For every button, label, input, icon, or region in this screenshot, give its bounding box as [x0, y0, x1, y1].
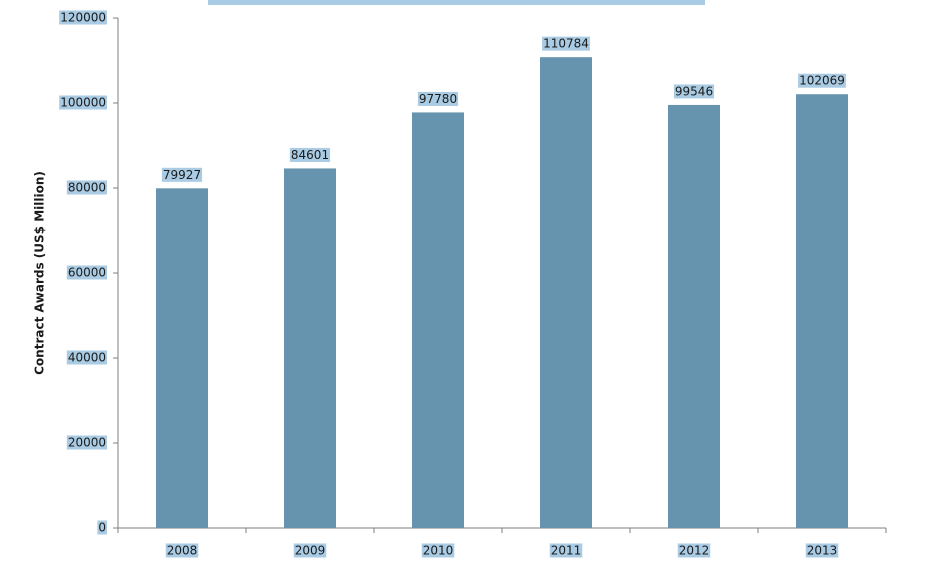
y-tick-label: 100000 — [60, 96, 106, 110]
x-tick-label-highlight — [421, 543, 455, 558]
y-tick-label-highlight — [66, 265, 107, 280]
y-tick-label-highlight — [66, 350, 107, 365]
x-tick-label: 2009 — [295, 544, 326, 558]
x-tick-label-highlight — [549, 543, 583, 558]
x-tick-label-highlight — [805, 543, 839, 558]
bar — [284, 168, 336, 529]
y-tick-label: 60000 — [68, 266, 106, 280]
value-label: 102069 — [799, 74, 845, 88]
x-tick-label: 2010 — [423, 544, 454, 558]
y-axis-label: Contract Awards (US$ Million) — [33, 171, 47, 375]
y-tick-label-highlight — [59, 95, 107, 110]
x-tick-label: 2011 — [551, 544, 582, 558]
x-tick-label: 2008 — [167, 544, 198, 558]
x-tick-label-highlight — [677, 543, 711, 558]
y-tick-label: 80000 — [68, 181, 106, 195]
y-tick-label: 0 — [98, 521, 106, 535]
value-label: 79927 — [163, 168, 201, 182]
x-tick-label-highlight — [293, 543, 327, 558]
x-tick-label: 2013 — [807, 544, 838, 558]
bar — [156, 188, 208, 529]
value-label: 110784 — [543, 37, 589, 51]
value-label-highlight — [673, 84, 715, 99]
y-tick-label: 120000 — [60, 11, 106, 25]
title-highlight — [208, 0, 705, 5]
x-tick-label: 2012 — [679, 544, 710, 558]
y-tick-label-highlight — [59, 10, 107, 25]
x-tick-label-highlight — [165, 543, 199, 558]
value-label-highlight — [542, 36, 590, 51]
value-label-highlight — [798, 73, 846, 88]
y-tick-label: 40000 — [68, 351, 106, 365]
value-label: 84601 — [291, 148, 329, 162]
value-label-highlight — [289, 147, 331, 162]
bar — [796, 94, 848, 528]
y-tick-label-highlight — [66, 435, 107, 450]
bar — [668, 104, 720, 528]
value-label-highlight — [161, 167, 203, 182]
y-tick-label: 20000 — [68, 436, 106, 450]
value-label-highlight — [417, 91, 459, 106]
bar — [412, 112, 464, 528]
value-label: 97780 — [419, 92, 457, 106]
bar — [540, 57, 592, 528]
value-label: 99546 — [675, 84, 713, 98]
y-tick-label-highlight — [97, 520, 107, 535]
y-tick-label-highlight — [66, 180, 107, 195]
